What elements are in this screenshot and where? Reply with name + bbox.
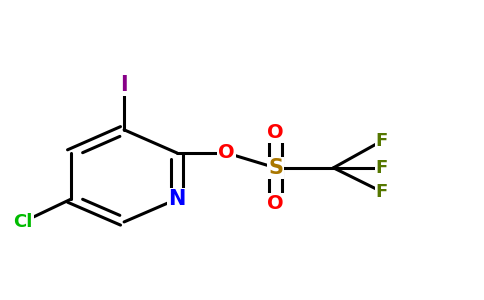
Text: F: F — [376, 159, 388, 177]
Text: O: O — [218, 143, 235, 163]
Text: Cl: Cl — [14, 213, 33, 231]
Text: F: F — [376, 132, 388, 150]
Text: N: N — [168, 189, 186, 209]
Text: I: I — [121, 75, 128, 94]
Text: S: S — [268, 158, 283, 178]
Text: O: O — [267, 194, 284, 213]
Text: O: O — [267, 123, 284, 142]
Text: F: F — [376, 183, 388, 201]
